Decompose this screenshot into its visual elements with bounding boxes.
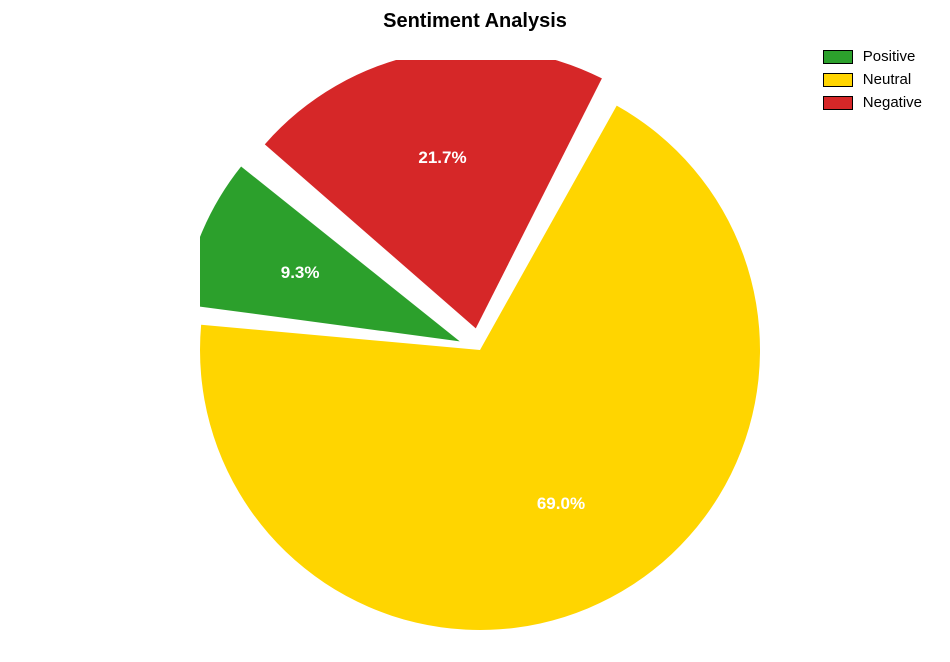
legend-item-neutral: Neutral — [823, 71, 922, 88]
legend-swatch — [823, 96, 853, 110]
pie-chart-container: Sentiment Analysis Positive Neutral Negati… — [0, 0, 950, 662]
legend-item-negative: Negative — [823, 94, 922, 111]
chart-title: Sentiment Analysis — [383, 10, 567, 33]
legend-swatch — [823, 73, 853, 87]
legend-item-positive: Positive — [823, 48, 922, 65]
chart-legend: Positive Neutral Negative — [823, 48, 922, 117]
legend-label: Neutral — [863, 71, 911, 88]
slice-label-neutral: 69.0% — [537, 494, 585, 514]
slice-label-positive: 9.3% — [281, 263, 320, 283]
pie-chart-svg — [200, 60, 760, 640]
legend-swatch — [823, 50, 853, 64]
legend-label: Negative — [863, 94, 922, 111]
legend-label: Positive — [863, 48, 916, 65]
slice-label-negative: 21.7% — [418, 148, 466, 168]
